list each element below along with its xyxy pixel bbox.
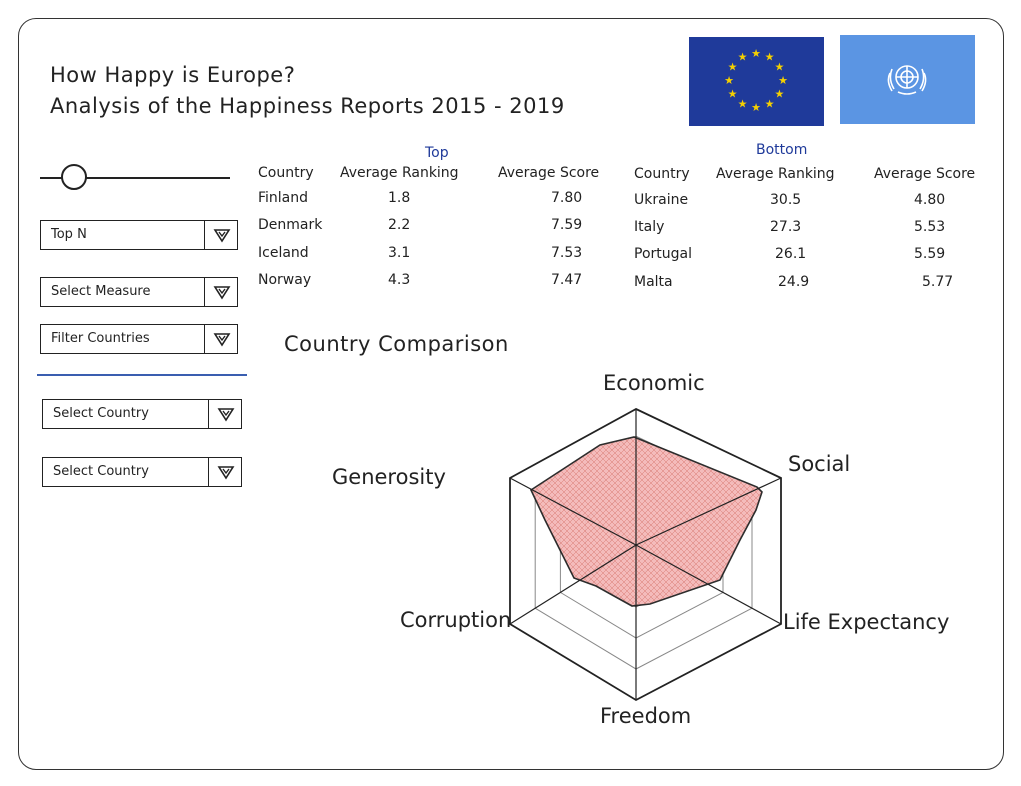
radar-axis-generosity (509, 477, 637, 546)
star-icon: ★ (751, 47, 761, 60)
bottom-col-score: Average Score (874, 166, 976, 182)
country-cell: Portugal (634, 246, 692, 262)
score-cell: 5.59 (914, 246, 946, 262)
controls-divider (37, 374, 247, 376)
dropdown-toggle-button[interactable] (208, 458, 241, 486)
ranking-cell: 4.3 (388, 272, 411, 288)
axis-label-social: Social (788, 452, 851, 476)
eu-flag-icon: ★ ★ ★ ★ ★ ★ ★ ★ ★ ★ ★ ★ (689, 37, 824, 126)
top-col-country: Country (258, 165, 314, 181)
chevron-down-icon (217, 466, 235, 480)
dropdown-label: Top N (51, 227, 87, 242)
axis-label-corruption: Corruption (400, 608, 512, 632)
un-emblem-icon (840, 35, 975, 124)
dropdown-toggle-button[interactable] (208, 400, 241, 428)
bottom-col-country: Country (634, 166, 690, 182)
axis-label-generosity: Generosity (332, 465, 446, 489)
ranking-cell: 1.8 (388, 190, 411, 206)
top-col-score: Average Score (498, 165, 600, 181)
star-icon: ★ (724, 74, 734, 87)
score-cell: 7.47 (551, 272, 583, 288)
axis-label-freedom: Freedom (600, 704, 692, 728)
axis-label-life-expectancy: Life Expectancy (783, 610, 950, 634)
country-comparison-title: Country Comparison (284, 332, 509, 356)
chevron-down-icon (213, 333, 231, 347)
country-cell: Iceland (258, 245, 309, 261)
ranking-cell: 30.5 (770, 192, 802, 208)
ranking-cell: 26.1 (775, 246, 807, 262)
ranking-cell: 2.2 (388, 217, 411, 233)
dropdown-label: Select Measure (51, 284, 151, 299)
star-icon: ★ (738, 51, 748, 64)
country-cell: Denmark (258, 217, 323, 233)
score-cell: 7.53 (551, 245, 583, 261)
ranking-cell: 24.9 (778, 274, 810, 290)
filter-countries-dropdown[interactable]: Filter Countries (40, 324, 238, 354)
dashboard-frame (18, 18, 1004, 770)
score-cell: 5.77 (922, 274, 954, 290)
star-icon: ★ (765, 97, 775, 110)
country-cell: Finland (258, 190, 309, 206)
score-cell: 7.59 (551, 217, 583, 233)
star-icon: ★ (774, 88, 784, 101)
chevron-down-icon (213, 286, 231, 300)
star-icon: ★ (765, 51, 775, 64)
chevron-down-icon (213, 229, 231, 243)
bottom-col-ranking: Average Ranking (716, 166, 835, 182)
star-icon: ★ (774, 61, 784, 74)
top-table-heading: Top (425, 145, 449, 161)
star-icon: ★ (778, 74, 788, 87)
page-title: How Happy is Europe? (50, 63, 296, 87)
score-cell: 5.53 (914, 219, 946, 235)
top-n-slider-handle[interactable] (61, 164, 88, 190)
top-n-slider-track[interactable] (40, 177, 230, 179)
ranking-cell: 27.3 (770, 219, 802, 235)
select-country-2-dropdown[interactable]: Select Country (42, 457, 242, 487)
star-icon: ★ (728, 61, 738, 74)
axis-label-economic: Economic (603, 371, 705, 395)
score-cell: 7.80 (551, 190, 583, 206)
radar-data-area (529, 436, 763, 607)
country-cell: Malta (634, 274, 673, 290)
ranking-cell: 3.1 (388, 245, 411, 261)
dropdown-toggle-button[interactable] (204, 325, 237, 353)
star-icon: ★ (751, 101, 761, 114)
top-n-dropdown[interactable]: Top N (40, 220, 238, 250)
top-col-ranking: Average Ranking (340, 165, 459, 181)
radar-axis-social (635, 477, 782, 546)
dropdown-label: Select Country (53, 464, 149, 479)
score-cell: 4.80 (914, 192, 946, 208)
country-cell: Norway (258, 272, 312, 288)
dropdown-toggle-button[interactable] (204, 221, 237, 249)
country-cell: Ukraine (634, 192, 689, 208)
radar-axis-life-expectancy (635, 544, 782, 625)
country-cell: Italy (634, 219, 665, 235)
select-measure-dropdown[interactable]: Select Measure (40, 277, 238, 307)
page-subtitle: Analysis of the Happiness Reports 2015 -… (50, 94, 565, 118)
chevron-down-icon (217, 408, 235, 422)
bottom-table-heading: Bottom (756, 142, 808, 158)
dropdown-label: Filter Countries (51, 331, 150, 346)
star-icon: ★ (738, 97, 748, 110)
radar-axis-corruption (509, 544, 637, 625)
star-icon: ★ (728, 88, 738, 101)
select-country-1-dropdown[interactable]: Select Country (42, 399, 242, 429)
dropdown-toggle-button[interactable] (204, 278, 237, 306)
dropdown-label: Select Country (53, 406, 149, 421)
